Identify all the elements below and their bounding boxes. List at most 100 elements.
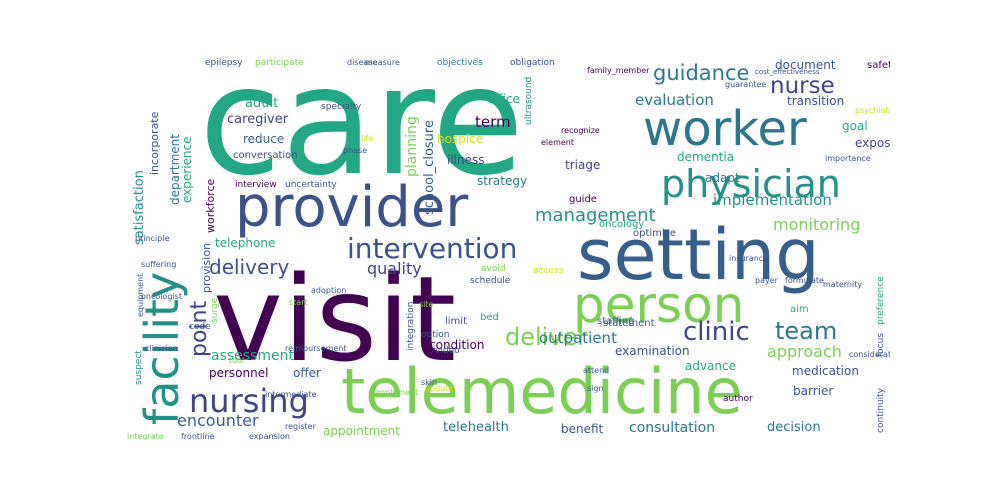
cloud-word: caregiver xyxy=(227,112,289,127)
cloud-word: epilepsy xyxy=(205,58,243,68)
cloud-word: personnel xyxy=(209,366,269,380)
cloud-word: staffing xyxy=(597,316,635,327)
cloud-word: family_member xyxy=(587,66,650,75)
cloud-word: triage xyxy=(565,158,601,172)
cloud-word: experience xyxy=(180,136,194,203)
cloud-word: option xyxy=(421,330,450,340)
cloud-word: provision xyxy=(200,242,213,293)
cloud-word: site xyxy=(419,300,434,309)
cloud-word: suffering xyxy=(141,260,177,269)
cloud-word: update xyxy=(425,384,454,393)
cloud-word: access xyxy=(533,266,564,276)
cloud-word: monitoring xyxy=(773,215,861,234)
cloud-word: start xyxy=(289,298,308,307)
cloud-word: person xyxy=(573,276,745,334)
cloud-word: adoption xyxy=(311,286,347,295)
cloud-word: phase xyxy=(343,146,368,155)
cloud-word: quality xyxy=(367,259,422,278)
cloud-word: surge xyxy=(210,297,220,323)
cloud-word: tool xyxy=(229,356,245,365)
cloud-word: obligation xyxy=(510,58,555,68)
cloud-word: intervention xyxy=(347,232,518,265)
cloud-word: aim xyxy=(790,304,809,315)
cloud-word: expansion xyxy=(249,432,290,441)
cloud-word: adapt xyxy=(705,171,740,185)
cloud-word: consideration xyxy=(849,350,890,359)
cloud-word: nurse xyxy=(770,73,835,99)
cloud-word: nursing xyxy=(189,382,309,420)
cloud-word: assessment xyxy=(211,348,294,364)
cloud-word: psychiatry xyxy=(855,106,890,115)
cloud-word: advance xyxy=(685,359,737,373)
cloud-word: skin xyxy=(421,378,438,387)
cloud-word: examination xyxy=(615,344,690,358)
cloud-word: register xyxy=(285,422,316,431)
cloud-word: strategy xyxy=(477,174,528,188)
cloud-word: evaluation xyxy=(635,91,714,109)
cloud-word: consultation xyxy=(629,420,716,436)
cloud-word: outpatient xyxy=(539,329,617,347)
cloud-word: encounter xyxy=(177,411,259,430)
cloud-word: condition xyxy=(429,338,485,352)
cloud-word: life xyxy=(361,134,374,143)
cloud-word: preference xyxy=(876,276,886,325)
cloud-word: deliver xyxy=(505,323,588,351)
cloud-word: barrier xyxy=(793,384,834,398)
cloud-word: reimbursement xyxy=(285,344,347,353)
cloud-word: approach xyxy=(767,342,842,361)
cloud-word: objectives xyxy=(437,58,483,68)
cloud-word: conversation xyxy=(233,150,298,161)
cloud-word: worker xyxy=(643,101,807,157)
cloud-word: limit xyxy=(445,316,467,327)
cloud-word: video xyxy=(435,346,460,356)
cloud-word: sign xyxy=(587,384,604,393)
cloud-word: element xyxy=(541,138,574,147)
cloud-word: incorporate xyxy=(148,111,161,175)
cloud-word: ultrasound xyxy=(524,76,534,125)
cloud-word: clinic xyxy=(683,317,750,347)
cloud-word: guidance xyxy=(653,61,750,85)
cloud-word: school_closure xyxy=(422,120,437,215)
cloud-word: clinician xyxy=(145,344,178,353)
cloud-word: measure xyxy=(365,58,400,67)
cloud-word: office xyxy=(487,92,520,106)
cloud-word: term xyxy=(475,113,511,131)
cloud-word: insurance xyxy=(729,254,769,263)
cloud-word: implement xyxy=(375,388,419,397)
cloud-word: management xyxy=(535,205,656,226)
cloud-word: offer xyxy=(293,366,321,380)
cloud-word: goal xyxy=(842,119,868,133)
cloud-word: formulate xyxy=(785,276,824,285)
cloud-word: care xyxy=(199,55,525,209)
cloud-word: appointment xyxy=(323,424,400,438)
cloud-word: provider xyxy=(235,175,469,240)
cloud-word: oncologist xyxy=(141,292,182,301)
cloud-word: telephone xyxy=(215,236,276,250)
cloud-word: optimize xyxy=(633,228,677,239)
cloud-word: avoid xyxy=(481,264,506,274)
cloud-word: recognize xyxy=(561,126,600,135)
cloud-word: author xyxy=(723,394,753,404)
cloud-word: principle xyxy=(135,234,170,243)
cloud-word: intermediate xyxy=(265,390,317,399)
cloud-word: visit xyxy=(213,250,457,388)
cloud-word: document xyxy=(775,58,836,72)
cloud-word: code xyxy=(189,322,211,332)
cloud-word: oncology xyxy=(599,219,645,230)
cloud-word: integrate xyxy=(127,432,164,441)
cloud-word: guide xyxy=(569,194,597,205)
cloud-word: disease xyxy=(347,58,378,67)
word-cloud: care visit setting telemedicine provider… xyxy=(125,55,890,440)
cloud-word: integration xyxy=(406,301,416,351)
cloud-word: suspect xyxy=(134,350,144,385)
cloud-word: benefit xyxy=(561,422,604,436)
cloud-word: frontline xyxy=(181,432,215,441)
cloud-word: maternity xyxy=(823,280,863,289)
cloud-word: guarantee xyxy=(725,80,767,89)
cloud-word: telemedicine xyxy=(341,355,743,428)
cloud-word: illness xyxy=(447,153,485,167)
cloud-word: statement xyxy=(603,318,655,329)
cloud-word: reduce xyxy=(243,132,285,146)
cloud-word: decision xyxy=(767,420,821,435)
cloud-word: bed xyxy=(480,312,499,323)
